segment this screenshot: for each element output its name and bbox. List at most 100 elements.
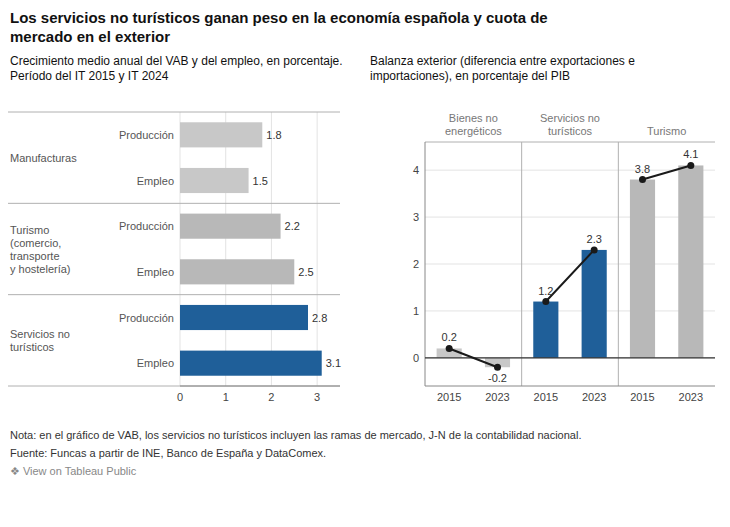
zero-line bbox=[425, 357, 715, 358]
y-axis bbox=[425, 142, 426, 386]
annotation: Fuente: Funcas a partir de INE, Banco de… bbox=[10, 446, 720, 460]
data-label: 1.2 bbox=[538, 285, 553, 297]
tick-label: 1 bbox=[223, 391, 229, 403]
bar-line-chart: 0.2 -0.2 1.2 2.3 3.8 4.1 0 1 2 3 4 2015 2023 2015 2023… bbox=[413, 112, 715, 403]
text-line: transporte bbox=[10, 250, 60, 262]
tick-label: 2 bbox=[413, 258, 419, 270]
group-label: Turismo bbox=[647, 125, 686, 137]
text-line: Turismo bbox=[647, 125, 686, 137]
bar bbox=[180, 168, 249, 193]
bar bbox=[678, 165, 703, 357]
group-label: Turismo(comercio,transportey hostelería) bbox=[10, 224, 71, 275]
tick-label: 3 bbox=[314, 391, 320, 403]
grid-line bbox=[425, 310, 715, 311]
category-label: Empleo bbox=[137, 357, 174, 369]
data-label: 3.8 bbox=[635, 163, 650, 175]
category-label: Producción bbox=[119, 220, 174, 232]
category-label: 2023 bbox=[485, 391, 509, 403]
top-frame bbox=[425, 142, 715, 143]
group-label: Servicios noturísticos bbox=[540, 112, 600, 137]
marks bbox=[437, 165, 704, 367]
grid-line bbox=[317, 112, 318, 386]
group-divider bbox=[8, 203, 340, 204]
annotation: ❖ View on Tableau Public bbox=[10, 464, 720, 478]
group-label: Bienes noenergéticos bbox=[445, 112, 502, 137]
tick-label: 2 bbox=[268, 391, 274, 403]
x-axis bbox=[425, 386, 715, 387]
data-label: 2.5 bbox=[298, 266, 313, 278]
point bbox=[542, 298, 549, 305]
subtitle: Crecimiento medio anual del VAB y del em… bbox=[10, 54, 345, 84]
grid-line bbox=[425, 264, 715, 265]
text-line: Servicios no bbox=[540, 112, 600, 124]
point bbox=[591, 246, 598, 253]
category-label: 2023 bbox=[582, 391, 606, 403]
data-label: -0.2 bbox=[488, 372, 507, 384]
connector-line bbox=[449, 348, 497, 367]
bar bbox=[533, 302, 558, 358]
category-label: 2023 bbox=[679, 391, 703, 403]
annotation: Nota: en el gráfico de VAB, los servicio… bbox=[10, 428, 720, 442]
tick-label: 4 bbox=[413, 164, 419, 176]
grid-line bbox=[425, 217, 715, 218]
subtitle: Balanza exterior (diferencia entre expor… bbox=[370, 54, 715, 84]
category-label: 2015 bbox=[630, 391, 654, 403]
bar bbox=[180, 305, 308, 330]
data-label: 3.1 bbox=[326, 357, 341, 369]
text-line: Servicios no bbox=[10, 328, 70, 340]
group-label: Manufacturas bbox=[10, 152, 77, 164]
group-divider bbox=[8, 386, 340, 387]
text-line: energéticos bbox=[445, 125, 502, 137]
tick-label: 0 bbox=[177, 391, 183, 403]
tick-label: 3 bbox=[413, 211, 419, 223]
bar bbox=[180, 122, 262, 147]
data-label: 0.2 bbox=[442, 331, 457, 343]
bar bbox=[180, 214, 281, 239]
point bbox=[687, 162, 694, 169]
grid-line bbox=[425, 357, 715, 358]
text-line: Manufacturas bbox=[10, 152, 77, 164]
text-line: Bienes no bbox=[449, 112, 498, 124]
bar-chart: 1.8 1.5 2.2 2.5 2.8 3.1 Producción Empleo Produc… bbox=[8, 112, 341, 403]
point bbox=[639, 176, 646, 183]
bar bbox=[630, 180, 655, 358]
category-label: Empleo bbox=[137, 175, 174, 187]
category-label: Producción bbox=[119, 129, 174, 141]
notes: Nota: en el gráfico de VAB, los servicio… bbox=[10, 428, 720, 482]
line-marks bbox=[446, 162, 695, 371]
charts: 1.8 1.5 2.2 2.5 2.8 3.1 Producción Empleo Produc… bbox=[0, 98, 730, 423]
text-line: turísticos bbox=[10, 341, 55, 353]
x-axis bbox=[180, 386, 340, 387]
point bbox=[446, 345, 453, 352]
group-label: Servicios noturísticos bbox=[10, 328, 70, 353]
category-label: 2015 bbox=[534, 391, 558, 403]
text-line: Turismo bbox=[10, 224, 49, 236]
text-line: turísticos bbox=[548, 125, 593, 137]
point bbox=[494, 364, 501, 371]
category-label: Producción bbox=[119, 312, 174, 324]
tick-label: 1 bbox=[413, 305, 419, 317]
bars bbox=[180, 122, 322, 375]
data-label: 2.3 bbox=[587, 233, 602, 245]
tick-label: 0 bbox=[413, 352, 419, 364]
category-label: 2015 bbox=[437, 391, 461, 403]
data-label: 2.8 bbox=[312, 312, 327, 324]
group-divider bbox=[618, 142, 619, 386]
title: Los servicios no turísticos ganan peso e… bbox=[10, 8, 610, 46]
grid-line bbox=[180, 112, 181, 386]
text-line: (comercio, bbox=[10, 237, 61, 249]
group-divider bbox=[8, 294, 340, 295]
category-label: Empleo bbox=[137, 266, 174, 278]
group-divider bbox=[8, 112, 340, 113]
bar bbox=[582, 250, 607, 358]
group-divider bbox=[521, 142, 522, 386]
grid-line bbox=[225, 112, 226, 386]
text-line: y hostelería) bbox=[10, 263, 71, 275]
grid-line bbox=[271, 112, 272, 386]
bar bbox=[180, 351, 322, 376]
data-label: 4.1 bbox=[683, 148, 698, 160]
data-label: 1.8 bbox=[266, 129, 281, 141]
data-label: 1.5 bbox=[253, 175, 268, 187]
bar bbox=[180, 259, 294, 284]
data-label: 2.2 bbox=[285, 220, 300, 232]
